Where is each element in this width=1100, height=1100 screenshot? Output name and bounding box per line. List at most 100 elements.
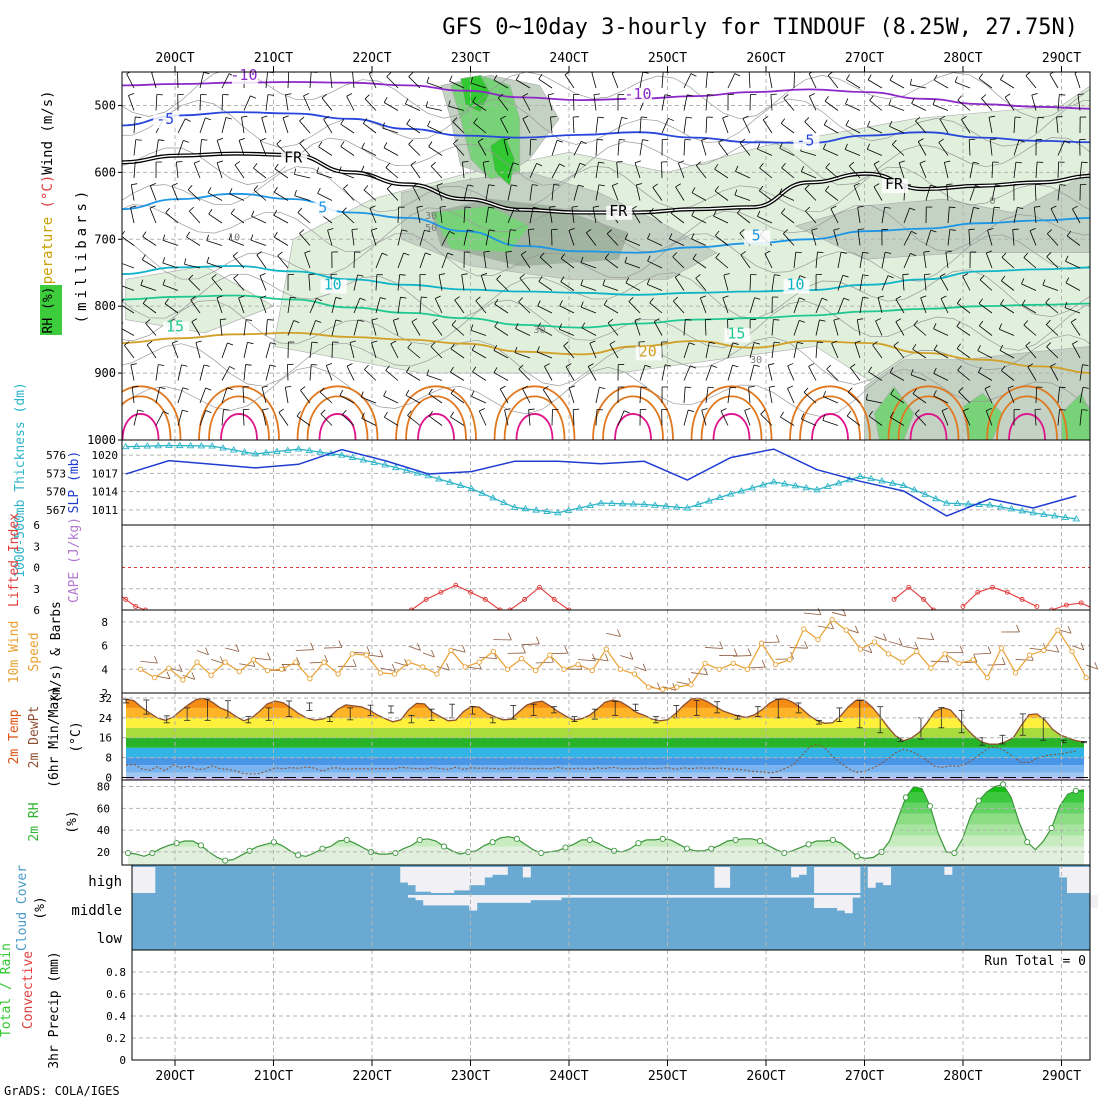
lifted-tick-label: 3 [33,540,40,553]
wind10m-barb-flag [535,636,540,644]
wind-barb [1012,229,1015,246]
wind-barb [522,118,531,134]
wind-barb [898,162,905,179]
wind-barb [969,162,974,179]
wind-barb [149,185,157,201]
isotherm-label: FR [609,202,628,220]
wind-barb [317,193,333,201]
wind-barb [653,321,663,336]
rh2m-marker [586,836,593,843]
wind-barb [895,299,905,314]
wind-barb [234,164,245,179]
wind-barb [634,320,641,336]
rh-contour-label: 30 [533,325,545,336]
wind-barb [309,364,312,381]
wind10m-barb [535,661,554,664]
wind-barb [722,117,729,134]
wind-barb [748,387,751,404]
time-tick-label: 26OCT [746,51,785,66]
wind-barb [824,124,839,134]
wind-speed-marker [293,659,299,665]
thickness-marker [683,504,692,511]
wind-barb [434,298,443,314]
cloud-cover-cell [499,867,508,875]
wind-barb [397,252,404,269]
time-tick-label: 25OCT [648,51,687,66]
wind-barb [661,72,664,89]
wind-barb [872,344,883,359]
wind-barb-flag [559,300,563,306]
thickness-marker [629,500,638,507]
wind10m-barb [1015,658,1034,661]
thickness-marker [402,466,411,473]
wind-barb-flag [867,74,872,81]
wind-barb-flag [228,233,232,240]
wind-barb [977,350,993,359]
wind-barb-flag [426,76,430,83]
cloud-cover-cell [706,895,715,898]
cloud-cover-cell [407,867,416,886]
wind-barb-flag [450,411,455,418]
cloud-cover-cell [453,895,462,906]
wind-barb [859,297,864,314]
wind-barb [580,306,597,314]
wind-barb-flag [225,117,232,120]
wind-barb-flag [862,296,869,299]
wind-barb-flag [773,341,781,344]
wind-barb [625,282,641,291]
wind-barb [1079,387,1084,404]
wind-barb [304,252,311,269]
wind10m-barb-flag [804,641,808,649]
wind-barb [507,208,515,224]
wind-barb [133,139,137,156]
wind-barb [259,275,267,291]
wind-barb [628,301,641,314]
lifted-index-marker [921,596,927,602]
cloud-cover-cell [568,895,577,898]
cloud-cover-cell [814,895,823,908]
rh-shade [873,385,915,440]
wind10m-barb [182,674,196,680]
lifted-index-line [411,584,501,610]
isotherm-line [122,111,1090,144]
wind-speed-marker [504,666,511,672]
wind-barb [978,303,993,314]
wind-barb-flag [558,323,563,330]
rh-tick-label: 80 [97,781,110,794]
wind-speed-marker [645,684,652,690]
thickness-marker [608,499,616,506]
wind-barb [1065,260,1081,269]
wind-barb [917,141,927,156]
wind-barb-flag [238,295,245,299]
wind-barb-flag [176,161,183,163]
cloud-cover-cell [553,895,562,901]
wind-barb [406,123,421,134]
cloud-cover-cell [507,895,516,903]
wind-barb [691,238,707,246]
wind-barb-flag [672,252,678,258]
wind-speed-marker [363,652,369,658]
wind10m-barb-flag [507,632,512,641]
wind-barb [781,212,795,224]
wind-barb-flag [1046,342,1052,348]
wind-barb [384,416,399,426]
thickness-marker [370,458,378,465]
rh-contour [122,366,1090,418]
wind-barb-flag [700,295,707,299]
wind-barb [564,74,575,89]
wind-barb-flag [986,250,993,254]
wind-barb [854,342,861,359]
thickness-marker [143,442,152,449]
wind-barb-flag [804,117,810,122]
lifted-tick-label: 0 [33,562,40,575]
wind-barb [661,364,666,381]
rh-contour [122,72,1090,120]
wind-barb [265,319,268,336]
wind-speed-marker [970,657,976,663]
rh-contour [122,233,1090,282]
wind-barb [338,171,355,179]
cloud-cover-cell [461,895,470,906]
wind-barb [987,230,993,246]
time-tick-label: 27OCT [845,1069,884,1084]
